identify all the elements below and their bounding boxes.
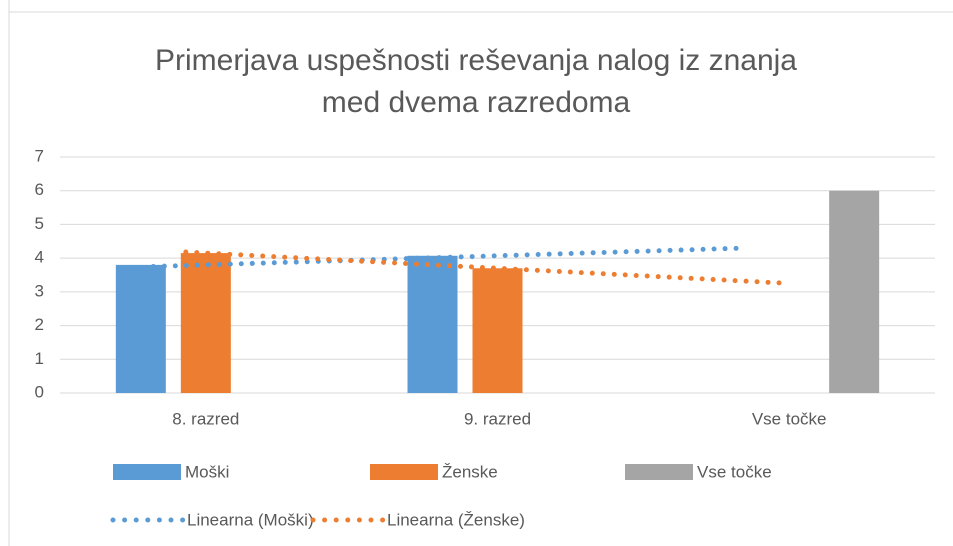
y-tick-label: 1 — [35, 349, 44, 368]
trendline — [150, 245, 750, 270]
x-tick-label: 9. razred — [464, 409, 531, 428]
bar — [180, 253, 231, 393]
x-tick-label: 8. razred — [172, 409, 239, 428]
legend-label: Ženske — [442, 462, 498, 481]
bar — [407, 255, 458, 393]
y-tick-label: 5 — [35, 214, 44, 233]
legend-swatch — [113, 464, 181, 480]
legend-label: Vse točke — [697, 462, 772, 481]
x-tick-label: Vse točke — [752, 409, 827, 428]
legend-label: Moški — [185, 462, 229, 481]
y-tick-label: 3 — [35, 281, 44, 300]
chart-title: med dvema razredoma — [322, 86, 631, 119]
legend-label: Linearna (Ženske) — [387, 510, 525, 529]
bar — [115, 264, 166, 393]
trendline — [183, 249, 782, 286]
bar — [472, 268, 523, 393]
bar — [829, 190, 880, 393]
y-tick-label: 2 — [35, 315, 44, 334]
y-tick-label: 0 — [35, 382, 44, 401]
y-tick-label: 6 — [35, 180, 44, 199]
y-tick-label: 4 — [35, 248, 44, 267]
legend-swatch — [370, 464, 438, 480]
chart-title: Primerjava uspešnosti reševanja nalog iz… — [155, 44, 797, 77]
y-tick-label: 7 — [35, 146, 44, 165]
legend-swatch — [625, 464, 693, 480]
legend-label: Linearna (Moški) — [187, 510, 314, 529]
